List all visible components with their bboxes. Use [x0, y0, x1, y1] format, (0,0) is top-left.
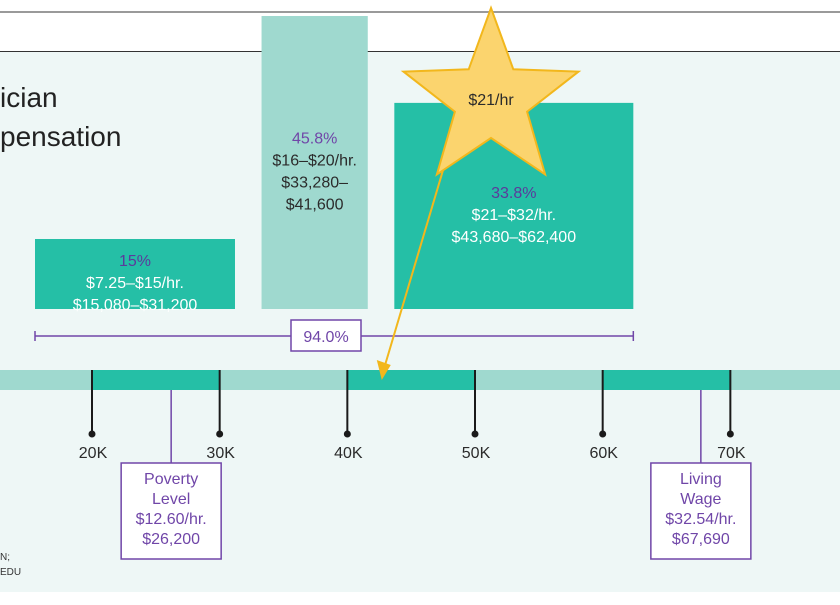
tick-label-40K: 40K — [334, 445, 363, 462]
tick-label-20K: 20K — [79, 445, 108, 462]
chart-title-line-2: pensation — [0, 121, 121, 152]
band-1-label-line-2: $15,080–$31,200 — [73, 297, 198, 314]
tick-dot-40K — [343, 430, 351, 438]
tick-label-70K: 70K — [717, 445, 746, 462]
star-arrow-head — [376, 360, 391, 380]
marker-1-label-line-1: Poverty — [144, 471, 198, 488]
marker-2-label-line-1: Living — [680, 471, 722, 488]
top-rule — [0, 11, 840, 13]
band-3-percent-label: 33.8% — [491, 185, 536, 202]
axis-segment-2 — [347, 370, 476, 390]
tick-dot-60K — [599, 430, 607, 438]
marker-1-label-line-3: $12.60/hr. — [136, 511, 207, 528]
wage-bands: 15% $7.25–$15/hr. $15,080–$31,200 45.8% $16–… — [35, 16, 634, 314]
chart-title-line-1: ician — [0, 82, 58, 113]
marker-1-label-line-2: Level — [152, 491, 190, 508]
wage-axis: 20K 30K 40K 50K 60K 70K — [0, 370, 840, 462]
span-bracket: 94.0% — [34, 319, 635, 352]
band-2-label-line-3: $41,600 — [286, 197, 344, 214]
marker-1-label-line-4: $26,200 — [142, 531, 200, 548]
marker-2-label-line-3: $32.54/hr. — [665, 511, 736, 528]
footnote-line-1: N; — [0, 552, 10, 563]
tick-dot-30K — [216, 430, 224, 438]
star-arrow-line — [383, 139, 453, 367]
marker-2-box — [650, 462, 752, 560]
tick-dot-50K — [471, 430, 479, 438]
tick-label-60K: 60K — [589, 445, 618, 462]
tick-dot-70K — [726, 430, 734, 438]
reference-markers: Poverty Level $12.60/hr. $26,200 Living Wage $… — [120, 390, 752, 560]
footnote-line-2: EDU — [0, 567, 21, 578]
tick-dot-20K — [88, 430, 96, 438]
band-2-label-line-2: $33,280– — [281, 175, 348, 192]
tick-label-30K: 30K — [206, 445, 235, 462]
axis-segment-1 — [92, 370, 220, 390]
band-2-percent-label: 45.8% — [292, 131, 337, 148]
header-rule — [0, 51, 840, 53]
band-1-percent-label: 15% — [119, 253, 151, 270]
marker-2-label-line-2: Wage — [680, 491, 721, 508]
star-label: $21/hr — [468, 92, 514, 109]
band-1 — [35, 239, 235, 309]
band-3-label-line-2: $43,680–$62,400 — [452, 229, 577, 246]
band-1-label-line-1: $7.25–$15/hr. — [86, 275, 184, 292]
star-shape — [400, 5, 582, 177]
header-strip — [0, 13, 840, 51]
axis-segment-3 — [602, 370, 731, 390]
tick-label-50K: 50K — [462, 445, 491, 462]
band-3-label-line-1: $21–$32/hr. — [472, 207, 557, 224]
marker-1-box — [120, 462, 222, 560]
span-label: 94.0% — [303, 329, 348, 346]
star-callout: $21/hr — [376, 5, 582, 380]
marker-2-label-line-4: $67,690 — [672, 531, 730, 548]
band-2-label-line-1: $16–$20/hr. — [272, 153, 357, 170]
span-label-box — [290, 319, 362, 352]
band-2 — [261, 16, 368, 309]
